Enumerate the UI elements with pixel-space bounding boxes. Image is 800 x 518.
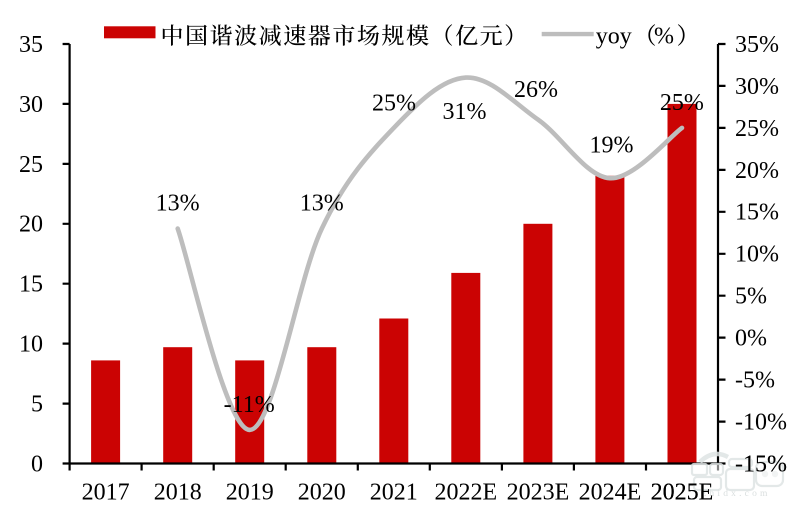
svg-text:zhidx.com: zhidx.com [702, 489, 771, 499]
svg-text:2025E: 2025E [651, 480, 714, 506]
svg-text:2021: 2021 [370, 480, 418, 506]
svg-text:0: 0 [31, 451, 43, 477]
svg-text:10: 10 [19, 332, 43, 358]
svg-text:-15%: -15% [735, 451, 787, 477]
svg-text:15%: 15% [735, 200, 779, 226]
svg-text:10%: 10% [735, 242, 779, 268]
svg-text:-5%: -5% [735, 368, 775, 394]
svg-text:30%: 30% [735, 74, 779, 100]
svg-text:0%: 0% [735, 326, 767, 352]
svg-text:25: 25 [19, 152, 43, 178]
svg-text:5%: 5% [735, 284, 767, 310]
svg-text:yoy: yoy [596, 23, 632, 49]
svg-text:2017: 2017 [82, 480, 130, 506]
svg-text:20: 20 [19, 212, 43, 238]
svg-text:35: 35 [19, 32, 43, 58]
svg-text:-11%: -11% [224, 392, 275, 418]
svg-text:35%: 35% [735, 32, 779, 58]
svg-text:5: 5 [31, 392, 43, 418]
svg-text:2024E: 2024E [579, 480, 642, 506]
svg-text:25%: 25% [372, 91, 416, 117]
svg-text:30: 30 [19, 92, 43, 118]
svg-text:13%: 13% [156, 190, 200, 216]
svg-text:25%: 25% [660, 90, 704, 116]
svg-text:2019: 2019 [226, 480, 274, 506]
svg-text:31%: 31% [443, 99, 487, 125]
svg-text:2022E: 2022E [434, 480, 497, 506]
svg-text:-10%: -10% [735, 410, 787, 436]
svg-text:19%: 19% [590, 132, 634, 158]
svg-text:%: % [654, 23, 674, 49]
svg-text:2018: 2018 [154, 480, 202, 506]
svg-text:13%: 13% [300, 190, 344, 216]
svg-text:25%: 25% [735, 116, 779, 142]
svg-text:2023E: 2023E [507, 480, 570, 506]
svg-text:20%: 20% [735, 158, 779, 184]
svg-text:2020: 2020 [298, 480, 346, 506]
svg-text:26%: 26% [514, 77, 558, 103]
svg-text:15: 15 [19, 272, 43, 298]
